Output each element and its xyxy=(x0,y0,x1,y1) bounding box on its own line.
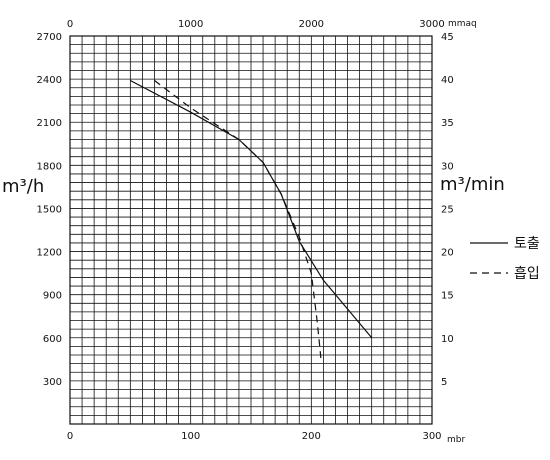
right-tick-label: 5 xyxy=(441,377,447,388)
bottom-tick-label: 300 xyxy=(422,431,441,442)
left-tick-label: 1500 xyxy=(37,204,62,215)
tick-label-layer: 3006009001200150018002100240027005101520… xyxy=(37,19,454,442)
left-tick-label: 2400 xyxy=(37,75,62,86)
legend-label-suction: 흡입 xyxy=(514,266,540,282)
bottom-tick-label: 200 xyxy=(302,431,321,442)
plot-frame xyxy=(69,35,433,425)
bottom-axis-label: mbr xyxy=(447,435,465,445)
right-tick-label: 35 xyxy=(441,118,454,129)
bottom-tick-label: 100 xyxy=(181,431,200,442)
top-axis-label: mmaq xyxy=(448,19,477,29)
right-tick-label: 25 xyxy=(441,204,454,215)
left-tick-label: 600 xyxy=(43,334,62,345)
left-tick-label: 300 xyxy=(43,377,62,388)
legend-label-discharge: 토출 xyxy=(514,236,540,252)
right-tick-label: 10 xyxy=(441,334,454,345)
series-line-suction xyxy=(154,80,322,360)
right-axis-label: m³/min xyxy=(440,174,505,195)
left-tick-label: 1200 xyxy=(37,248,62,259)
grid-layer xyxy=(69,35,433,425)
right-tick-label: 40 xyxy=(441,75,454,86)
series-line-discharge xyxy=(130,79,373,339)
legend: 토출 흡입 xyxy=(470,236,540,282)
left-tick-label: 900 xyxy=(43,291,62,302)
bottom-tick-label: 0 xyxy=(67,431,73,442)
right-tick-label: 20 xyxy=(441,248,454,259)
series-layer xyxy=(130,79,373,360)
top-tick-label: 1000 xyxy=(178,19,203,30)
left-tick-label: 1800 xyxy=(37,161,62,172)
left-tick-label: 2700 xyxy=(37,32,62,43)
right-tick-label: 45 xyxy=(441,32,454,43)
top-tick-label: 2000 xyxy=(299,19,324,30)
left-tick-label: 2100 xyxy=(37,118,62,129)
top-tick-label: 0 xyxy=(67,19,73,30)
right-tick-label: 15 xyxy=(441,291,454,302)
left-axis-label: m³/h xyxy=(2,176,44,197)
top-tick-label: 3000 xyxy=(419,19,444,30)
right-tick-label: 30 xyxy=(441,161,454,172)
